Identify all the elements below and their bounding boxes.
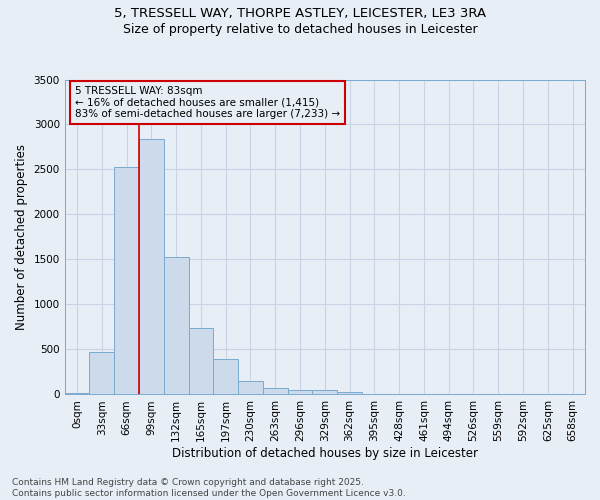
Bar	[65, 392, 89, 394]
Bar	[139, 139, 164, 394]
Bar	[89, 352, 114, 395]
Y-axis label: Number of detached properties: Number of detached properties	[15, 144, 28, 330]
Bar	[164, 257, 188, 394]
Bar	[214, 360, 238, 394]
X-axis label: Distribution of detached houses by size in Leicester: Distribution of detached houses by size …	[172, 447, 478, 460]
Bar	[238, 380, 263, 394]
Bar	[313, 390, 337, 394]
Bar	[287, 390, 313, 394]
Bar	[114, 167, 139, 394]
Text: Contains HM Land Registry data © Crown copyright and database right 2025.
Contai: Contains HM Land Registry data © Crown c…	[12, 478, 406, 498]
Bar	[337, 392, 362, 394]
Text: 5, TRESSELL WAY, THORPE ASTLEY, LEICESTER, LE3 3RA: 5, TRESSELL WAY, THORPE ASTLEY, LEICESTE…	[114, 8, 486, 20]
Text: Size of property relative to detached houses in Leicester: Size of property relative to detached ho…	[122, 22, 478, 36]
Bar	[188, 328, 214, 394]
Bar	[263, 388, 287, 394]
Text: 5 TRESSELL WAY: 83sqm
← 16% of detached houses are smaller (1,415)
83% of semi-d: 5 TRESSELL WAY: 83sqm ← 16% of detached …	[75, 86, 340, 119]
